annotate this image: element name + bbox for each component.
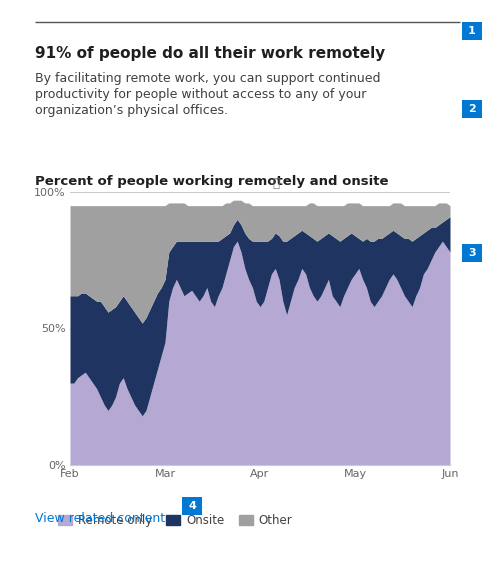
FancyBboxPatch shape [462, 22, 482, 40]
Text: 4: 4 [188, 501, 196, 511]
Text: 91% of people do all their work remotely: 91% of people do all their work remotely [35, 46, 385, 61]
Text: organization’s physical offices.: organization’s physical offices. [35, 104, 228, 117]
Text: productivity for people without access to any of your: productivity for people without access t… [35, 88, 366, 101]
Text: ⓘ: ⓘ [272, 177, 279, 190]
Text: Percent of people working remotely and onsite: Percent of people working remotely and o… [35, 175, 389, 188]
Legend: Remote only, Onsite, Other: Remote only, Onsite, Other [53, 509, 298, 532]
Text: 1: 1 [468, 26, 476, 36]
Text: View related content: View related content [35, 512, 165, 525]
Text: By facilitating remote work, you can support continued: By facilitating remote work, you can sup… [35, 72, 381, 85]
Text: 2: 2 [468, 104, 476, 114]
FancyBboxPatch shape [182, 497, 202, 515]
FancyBboxPatch shape [462, 244, 482, 262]
Text: 3: 3 [468, 248, 476, 258]
FancyBboxPatch shape [462, 100, 482, 118]
